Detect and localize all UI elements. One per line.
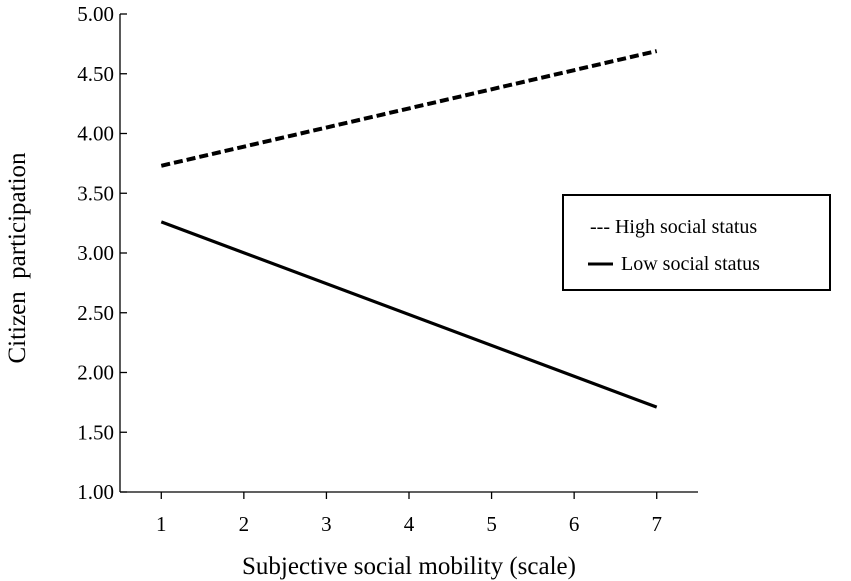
y-tick-label: 4.00 — [77, 122, 114, 146]
y-tick-label: 1.00 — [77, 480, 114, 504]
x-tick-label: 5 — [486, 512, 497, 536]
x-tick-label: 3 — [321, 512, 332, 536]
y-tick-label: 1.50 — [77, 420, 114, 444]
y-tick-label: 4.50 — [77, 62, 114, 86]
x-tick-label: 6 — [569, 512, 580, 536]
x-axis-title: Subjective social mobility (scale) — [242, 553, 576, 580]
x-tick-label: 7 — [651, 512, 662, 536]
y-tick-label: 5.00 — [77, 2, 114, 26]
series-layer — [160, 49, 658, 409]
y-ticks: 1.00 1.50 2.00 2.50 3.00 3.50 4.00 4.50 5.00 — [77, 2, 127, 504]
legend-box — [562, 194, 831, 291]
x-tick-label: 1 — [156, 512, 167, 536]
series-line-low-social-status — [160, 220, 658, 409]
x-tick-label: 4 — [404, 512, 415, 536]
series-line-high-social-status — [160, 49, 658, 168]
y-tick-label: 3.50 — [77, 181, 114, 205]
x-ticks: 1 2 3 4 5 6 7 — [156, 492, 662, 536]
legend: --- High social status Low social status — [562, 194, 831, 291]
legend-label-low-social-status: Low social status — [621, 253, 760, 275]
x-tick-label: 2 — [239, 512, 250, 536]
y-tick-label: 3.00 — [77, 241, 114, 265]
y-axis-title: Citizen participation — [4, 152, 31, 364]
y-tick-label: 2.00 — [77, 361, 114, 385]
legend-label-high-social-status: --- High social status — [590, 216, 757, 238]
y-tick-label: 2.50 — [77, 301, 114, 325]
